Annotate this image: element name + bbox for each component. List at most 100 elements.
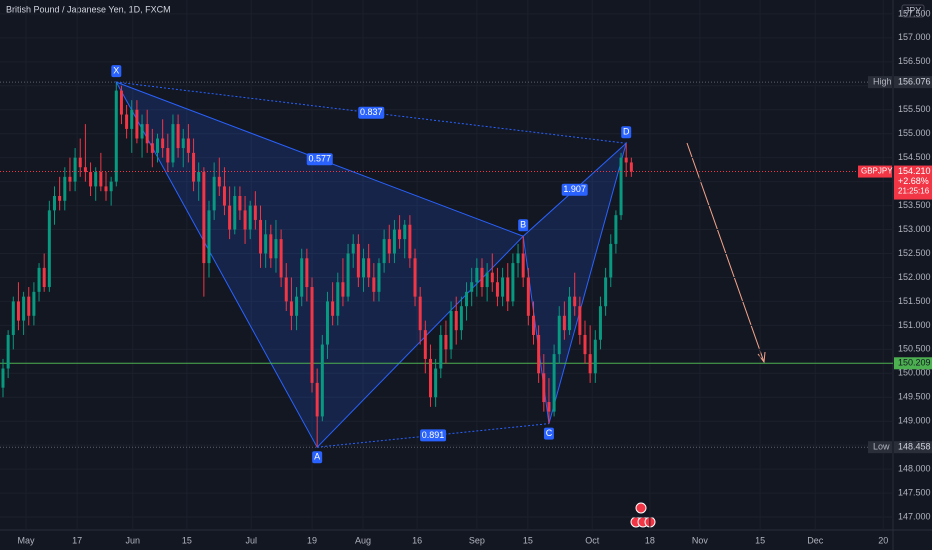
candle-body [73,157,77,182]
x-tick-label: 19 [307,535,317,545]
candle-body [42,267,46,288]
point-label: B [520,220,526,230]
currency-box [901,4,925,18]
candle-body [274,239,278,259]
x-tick-label: 20 [878,535,888,545]
candle-body [320,344,324,417]
event-icon [635,502,647,514]
level-name: Low [873,442,890,452]
candle-body [557,315,561,355]
point-box [518,219,529,232]
candle-body [197,172,201,182]
candle-body [459,306,463,331]
candle-body [490,272,494,283]
candle-body [83,167,87,173]
y-tick-label: 147.500 [898,487,931,497]
y-tick-label: 156.500 [898,56,931,66]
candle-body [367,258,371,278]
candle-body [377,263,381,292]
candle-body [547,402,551,412]
price-box [894,165,932,200]
level-label-box [894,441,932,454]
candle-body [99,172,103,187]
x-tick-label: May [18,535,36,545]
candle-body [387,239,391,254]
candle-body [27,296,31,316]
candle-body [542,373,546,403]
currency: JPY [905,5,922,15]
candle-body [465,291,469,307]
candle-body [63,176,67,201]
point-box [312,451,323,464]
candle-body [609,243,613,278]
y-tick-label: 157.000 [898,32,931,42]
ratio-box [561,183,588,196]
x-tick-label: 15 [182,535,192,545]
candle-body [521,253,525,278]
candle-body [325,301,329,345]
x-tick-label: Dec [807,535,824,545]
candle-body [125,114,129,129]
ratio-label: 1.907 [563,184,586,194]
candle-body [217,176,221,187]
candle-body [305,258,309,288]
candle-body [475,267,479,283]
y-tick-label: 155.500 [898,104,931,114]
y-tick-label: 147.000 [898,511,931,521]
candle-body [398,229,402,240]
candle-body [356,243,360,278]
candle-body [228,205,232,230]
level-name-box [868,441,892,454]
candle-body [480,267,484,288]
candle-body [573,296,577,307]
candle-body [284,277,288,302]
candle-body [202,172,206,264]
candle-body [135,109,139,139]
candle-body [331,301,335,316]
candle-body [470,282,474,292]
point-label: D [623,127,630,137]
candle-body [604,277,608,307]
candle-body [449,311,453,350]
event-icons [630,502,656,528]
point-box [111,65,122,78]
candle-body [495,282,499,297]
candle-body [119,90,123,115]
y-tick-label: 149.500 [898,392,931,402]
ratio-label: 0.577 [308,154,331,164]
candle-body [562,315,566,331]
x-tick-label: 15 [523,535,533,545]
candle-body [598,306,602,340]
candle-body [315,382,319,417]
candle-body [300,258,304,297]
candle-body [341,282,345,297]
x-tick-label: Jun [126,535,141,545]
candle-body [78,157,82,168]
x-tick-label: Sep [469,535,485,545]
y-tick-label: 152.000 [898,272,931,282]
y-tick-label: 153.500 [898,200,931,210]
candle-body [531,315,535,335]
candle-body [150,143,154,153]
candle-body [253,205,257,220]
point-box [543,427,554,440]
candle-body [362,258,366,278]
x-tick-label: 18 [645,535,655,545]
candle-body [161,138,165,149]
symbol-label: GBPJPY [861,167,893,176]
candle-body [588,354,592,374]
level-name-box [868,76,892,89]
candle-body [109,181,113,192]
candle-body [382,239,386,264]
candle-body [140,124,144,139]
candle-body [408,224,412,259]
ratio-box [420,429,447,442]
countdown-label: 21:25:16 [898,187,930,196]
ratio-label: 0.837 [360,107,383,117]
candle-body [58,195,62,201]
candle-body [176,124,180,149]
candle-body [89,172,93,187]
candle-body [94,172,98,187]
level-label: 148.458 [898,442,931,452]
candle-body [11,301,15,335]
